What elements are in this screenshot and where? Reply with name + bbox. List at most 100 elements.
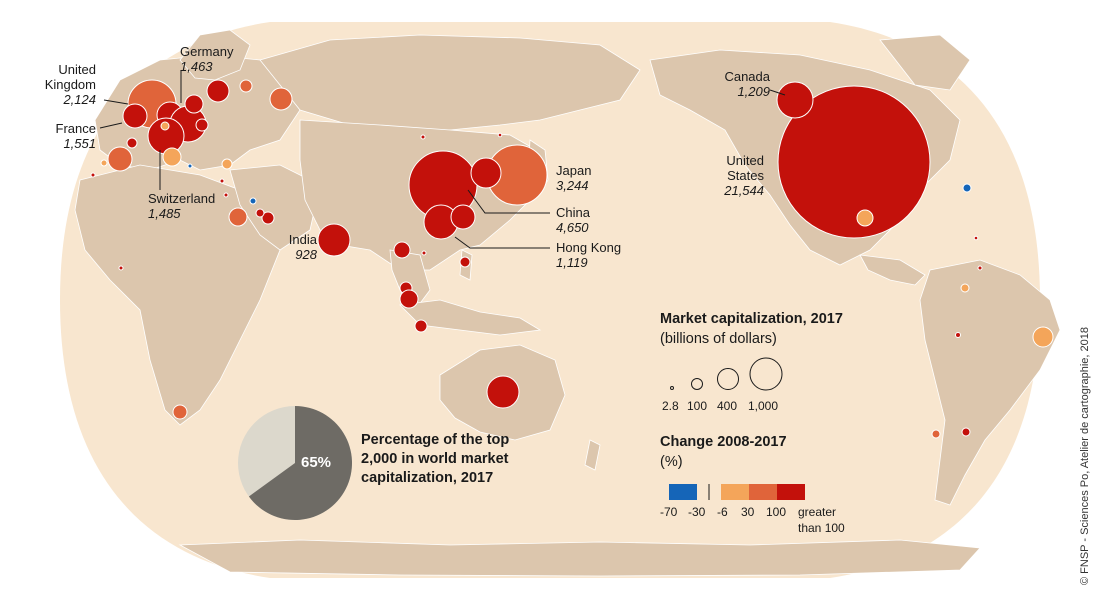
size-legend-circle-100	[691, 378, 703, 390]
bubble-spain	[107, 146, 133, 172]
label-canada: Canada 1,209	[700, 69, 770, 99]
label-india-name: India	[288, 232, 317, 247]
size-legend-circle-1000	[749, 357, 783, 391]
size-legend-label-3: 1,000	[748, 399, 779, 413]
size-legend-unit: (billions of dollars)	[660, 331, 777, 347]
size-legend-circles	[670, 357, 783, 391]
label-china-name: China	[556, 205, 590, 220]
bubble-south-africa	[172, 404, 188, 420]
bubble-russia	[269, 87, 293, 111]
label-canada-value: 1,209	[737, 84, 770, 99]
bubble-france	[122, 103, 148, 129]
credit-text: © FNSP - Sciences Po, Atelier de cartogr…	[1079, 327, 1091, 585]
bubble-taiwan	[450, 204, 476, 230]
bubble-baltic	[239, 79, 253, 93]
label-germany-name: Germany	[180, 44, 234, 59]
land-scandinavia	[179, 29, 251, 81]
bubble-atlantic	[962, 183, 972, 193]
bubble-layer	[90, 79, 1054, 439]
bubble-austria	[195, 118, 209, 132]
size-legend-circle-400	[717, 368, 739, 390]
size-legend-circle-2.8	[670, 386, 674, 390]
color-box-low	[721, 484, 749, 500]
label-china-value: 4,650	[556, 220, 589, 235]
bubble-egypt	[219, 178, 225, 184]
bubble-korea	[497, 132, 503, 138]
color-last-label-1: greater	[798, 505, 837, 519]
bubble-india	[317, 223, 351, 257]
label-japan: Japan 3,244	[556, 163, 591, 193]
land-africa	[74, 164, 281, 426]
color-last-label-2: than 100	[798, 521, 845, 535]
label-usa-value: 21,544	[724, 183, 764, 198]
leader-hongkong	[454, 236, 550, 249]
color-box-neg	[669, 484, 697, 500]
bubble-uae	[261, 211, 275, 225]
label-france-value: 1,551	[63, 136, 96, 151]
label-uk-value: 2,124	[63, 92, 96, 107]
leader-lines	[99, 70, 786, 249]
label-india: India 928	[270, 232, 317, 262]
label-hongkong: Hong Kong 1,119	[556, 240, 621, 270]
bubble-us-inner	[856, 209, 874, 227]
bubble-caribbean	[973, 235, 979, 241]
leader-canada	[769, 89, 786, 96]
label-hongkong-name: Hong Kong	[556, 240, 622, 255]
bubble-italy	[162, 147, 182, 167]
pie-value-label: 65%	[301, 454, 332, 471]
label-hongkong-value: 1,119	[556, 255, 588, 270]
leader-france	[99, 122, 123, 129]
bubble-saudi	[228, 207, 248, 227]
bubble-germany	[184, 94, 204, 114]
pie-title-line-3: capitalization, 2017	[361, 470, 494, 486]
size-legend-label-2: 400	[717, 399, 738, 413]
size-legend-title: Market capitalization, 2017	[660, 311, 843, 327]
bubble-kuwait	[249, 197, 257, 205]
color-box-mid	[749, 484, 777, 500]
color-break-4: 100	[766, 505, 787, 519]
bubble-israel	[223, 192, 229, 198]
bubble-united-states	[777, 85, 931, 239]
land-antarctica	[178, 539, 981, 577]
label-germany: Germany 1,463	[180, 44, 233, 74]
bubble-brazil	[1032, 326, 1054, 348]
size-legend-label-1: 100	[687, 399, 708, 413]
bubble-chile	[931, 429, 941, 439]
label-canada-name: Canada	[724, 69, 770, 84]
land-new-zealand	[584, 439, 601, 471]
bubble-greece	[187, 163, 193, 169]
bubble-nigeria	[118, 265, 124, 271]
label-uk: United Kingdom 2,124	[20, 62, 96, 107]
bubble-lux	[160, 121, 170, 131]
bubble-australia	[486, 375, 520, 409]
label-china: China 4,650	[556, 205, 590, 235]
bubble-singapore	[399, 289, 419, 309]
color-break-0: -70	[660, 505, 678, 519]
bubble-canada	[776, 81, 814, 119]
leader-uk	[103, 99, 129, 105]
color-break-3: 30	[741, 505, 755, 519]
color-break-1: -30	[688, 505, 706, 519]
label-france: France 1,551	[40, 121, 96, 151]
color-legend-boxes	[669, 484, 805, 500]
size-legend-label-0: 2.8	[662, 399, 679, 413]
bubble-sa-2	[955, 332, 961, 338]
label-india-value: 928	[295, 247, 317, 262]
leader-china	[467, 189, 550, 214]
bubble-vietnam	[421, 250, 427, 256]
pie-chart	[238, 406, 352, 520]
bubble-ireland	[126, 137, 138, 149]
label-switzerland-value: 1,485	[148, 206, 181, 221]
color-break-2: -6	[717, 505, 728, 519]
label-france-name: France	[55, 121, 96, 136]
color-box-high	[777, 484, 805, 500]
land-central-america	[859, 254, 926, 286]
bubble-argentina	[961, 427, 971, 437]
label-germany-value: 1,463	[180, 59, 213, 74]
bubble-kazakh	[420, 134, 426, 140]
land-greenland	[879, 34, 971, 91]
pie-title-line-1: Percentage of the top	[361, 432, 510, 448]
bubble-portugal	[100, 159, 108, 167]
